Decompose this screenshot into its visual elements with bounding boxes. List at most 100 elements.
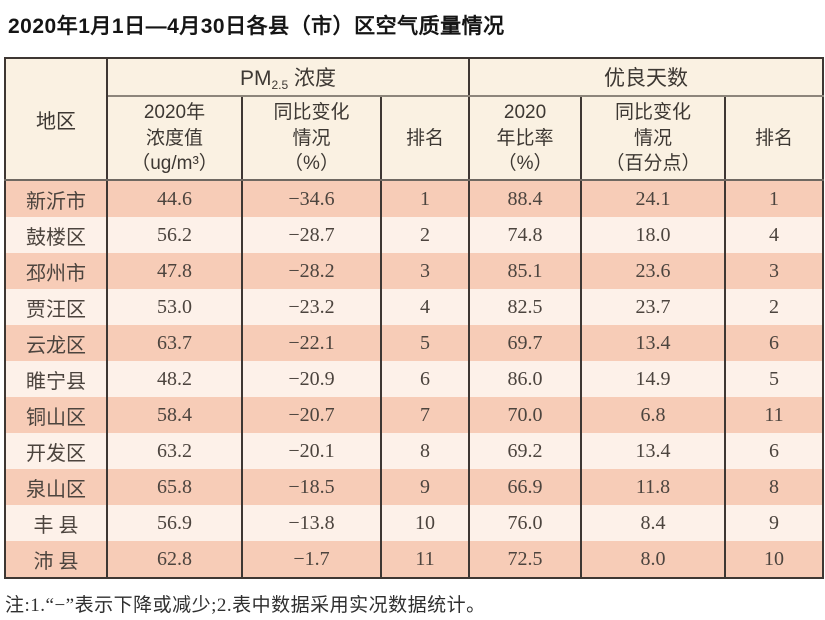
region-cell: 开发区: [4, 433, 108, 470]
pm-change-cell: −13.8: [241, 505, 382, 542]
pm-change-cell: −28.7: [241, 217, 382, 254]
pm-value-cell: 44.6: [106, 180, 243, 218]
group-header-row: 地区 PM2.5 浓度 优良天数: [4, 58, 825, 182]
pm-rank-cell: 8: [379, 433, 471, 470]
pm-change-cell: −23.2: [241, 289, 382, 326]
pm-change-cell: −22.1: [241, 325, 382, 362]
gd-change-cell: 8.0: [580, 541, 727, 579]
gd-rank-cell: 4: [724, 217, 825, 254]
table-row: 云龙区 63.7 −22.1 5 69.7 13.4 6: [4, 325, 825, 362]
pm-rank-cell: 10: [379, 505, 471, 542]
pm-change-cell: −20.9: [241, 361, 382, 398]
region-cell: 沛 县: [4, 541, 108, 579]
table-row: 贾汪区 53.0 −23.2 4 82.5 23.7 2: [4, 289, 825, 326]
gd-ratio-cell: 70.0: [468, 397, 583, 434]
pm-rank-cell: 5: [379, 325, 471, 362]
table-row: 邳州市 47.8 −28.2 3 85.1 23.6 3: [4, 253, 825, 290]
gd-ratio-cell: 82.5: [468, 289, 583, 326]
pm-value-cell: 48.2: [106, 361, 243, 398]
pm25-group-header: PM2.5 浓度: [105, 58, 471, 98]
gd-change-cell: 8.4: [580, 505, 727, 542]
gd-ratio-cell: 86.0: [468, 361, 583, 398]
pm-value-cell: 53.0: [106, 289, 243, 326]
footnote: 注:1.“−”表示下降或减少;2.表中数据采用实况数据统计。: [5, 595, 486, 617]
page-title: 2020年1月1日—4月30日各县（市）区空气质量情况: [8, 15, 505, 38]
gd-change-cell: 14.9: [580, 361, 727, 398]
pm-value-cell: 65.8: [106, 469, 243, 506]
pm-rank-cell: 11: [379, 541, 471, 579]
gd-change-cell: 18.0: [580, 217, 727, 254]
pm-change-cell: −28.2: [241, 253, 382, 290]
pm-rank-cell: 6: [379, 361, 471, 398]
region-cell: 新沂市: [4, 180, 108, 218]
gd-rank-header: 排名: [724, 96, 825, 182]
good-days-group-header: 优良天数: [468, 58, 825, 98]
gd-ratio-cell: 69.2: [468, 433, 583, 470]
gd-change-cell: 13.4: [580, 325, 727, 362]
pm-rank-cell: 1: [379, 180, 471, 218]
region-cell: 邳州市: [4, 253, 108, 290]
pm-change-header: 同比变化 情况 （%）: [241, 96, 382, 182]
pm-value-cell: 47.8: [106, 253, 243, 290]
region-cell: 丰 县: [4, 505, 108, 542]
pm25-subscript: 2.5: [271, 78, 289, 93]
gd-rank-cell: 2: [724, 289, 825, 326]
region-cell: 鼓楼区: [4, 217, 108, 254]
gd-rank-cell: 8: [724, 469, 825, 506]
gd-ratio-cell: 85.1: [468, 253, 583, 290]
gd-ratio-cell: 69.7: [468, 325, 583, 362]
pm-rank-cell: 4: [379, 289, 471, 326]
pm-value-cell: 56.9: [106, 505, 243, 542]
gd-change-cell: 6.8: [580, 397, 727, 434]
table-row: 丰 县 56.9 −13.8 10 76.0 8.4 9: [4, 505, 825, 542]
gd-ratio-cell: 76.0: [468, 505, 583, 542]
gd-rank-cell: 5: [724, 361, 825, 398]
gd-change-cell: 24.1: [580, 180, 727, 218]
region-cell: 泉山区: [4, 469, 108, 506]
table-header: 地区 PM2.5 浓度 优良天数 2020年 浓度值 （ug/m³） 同比变化 …: [4, 58, 825, 182]
pm-rank-header: 排名: [379, 96, 471, 182]
gd-change-cell: 23.7: [580, 289, 727, 326]
gd-rank-cell: 11: [724, 397, 825, 434]
table-row: 泉山区 65.8 −18.5 9 66.9 11.8 8: [4, 469, 825, 506]
pm25-label-suffix: 浓度: [288, 67, 337, 91]
table-body: 新沂市 44.6 −34.6 1 88.4 24.1 1 鼓楼区 56.2 −2…: [4, 180, 825, 579]
pm-value-cell: 58.4: [106, 397, 243, 434]
gd-ratio-cell: 72.5: [468, 541, 583, 579]
pm-rank-cell: 3: [379, 253, 471, 290]
pm-change-cell: −34.6: [241, 180, 382, 218]
gd-rank-cell: 3: [724, 253, 825, 290]
gd-rank-cell: 6: [724, 325, 825, 362]
table-row: 开发区 63.2 −20.1 8 69.2 13.4 6: [4, 433, 825, 470]
air-quality-table: 地区 PM2.5 浓度 优良天数 2020年 浓度值 （ug/m³） 同比变化 …: [4, 57, 825, 580]
gd-ratio-cell: 66.9: [468, 469, 583, 506]
pm-value-cell: 62.8: [106, 541, 243, 579]
region-cell: 贾汪区: [4, 289, 108, 326]
gd-rank-cell: 9: [724, 505, 825, 542]
gd-change-cell: 11.8: [580, 469, 727, 506]
gd-rank-cell: 10: [724, 541, 825, 579]
pm-change-cell: −18.5: [241, 469, 382, 506]
gd-change-cell: 13.4: [580, 433, 727, 470]
gd-change-cell: 23.6: [580, 253, 727, 290]
region-cell: 云龙区: [4, 325, 108, 362]
pm-value-cell: 63.7: [106, 325, 243, 362]
region-cell: 睢宁县: [4, 361, 108, 398]
gd-rank-cell: 6: [724, 433, 825, 470]
gd-ratio-cell: 88.4: [468, 180, 583, 218]
gd-rank-cell: 1: [724, 180, 825, 218]
table-row: 鼓楼区 56.2 −28.7 2 74.8 18.0 4: [4, 217, 825, 254]
pm-rank-cell: 2: [379, 217, 471, 254]
pm-change-cell: −1.7: [241, 541, 382, 579]
gd-ratio-cell: 74.8: [468, 217, 583, 254]
pm-value-cell: 63.2: [106, 433, 243, 470]
pm-rank-cell: 9: [379, 469, 471, 506]
sub-header-row: 2020年 浓度值 （ug/m³） 同比变化 情况 （%） 排名 2020 年比…: [5, 96, 825, 182]
pm25-label-prefix: PM: [239, 67, 272, 91]
pm-value-header: 2020年 浓度值 （ug/m³）: [106, 96, 243, 182]
table-row: 铜山区 58.4 −20.7 7 70.0 6.8 11: [4, 397, 825, 434]
table-row: 新沂市 44.6 −34.6 1 88.4 24.1 1: [4, 180, 825, 218]
pm-value-cell: 56.2: [106, 217, 243, 254]
region-column-header: 地区: [4, 58, 108, 182]
pm-rank-cell: 7: [379, 397, 471, 434]
